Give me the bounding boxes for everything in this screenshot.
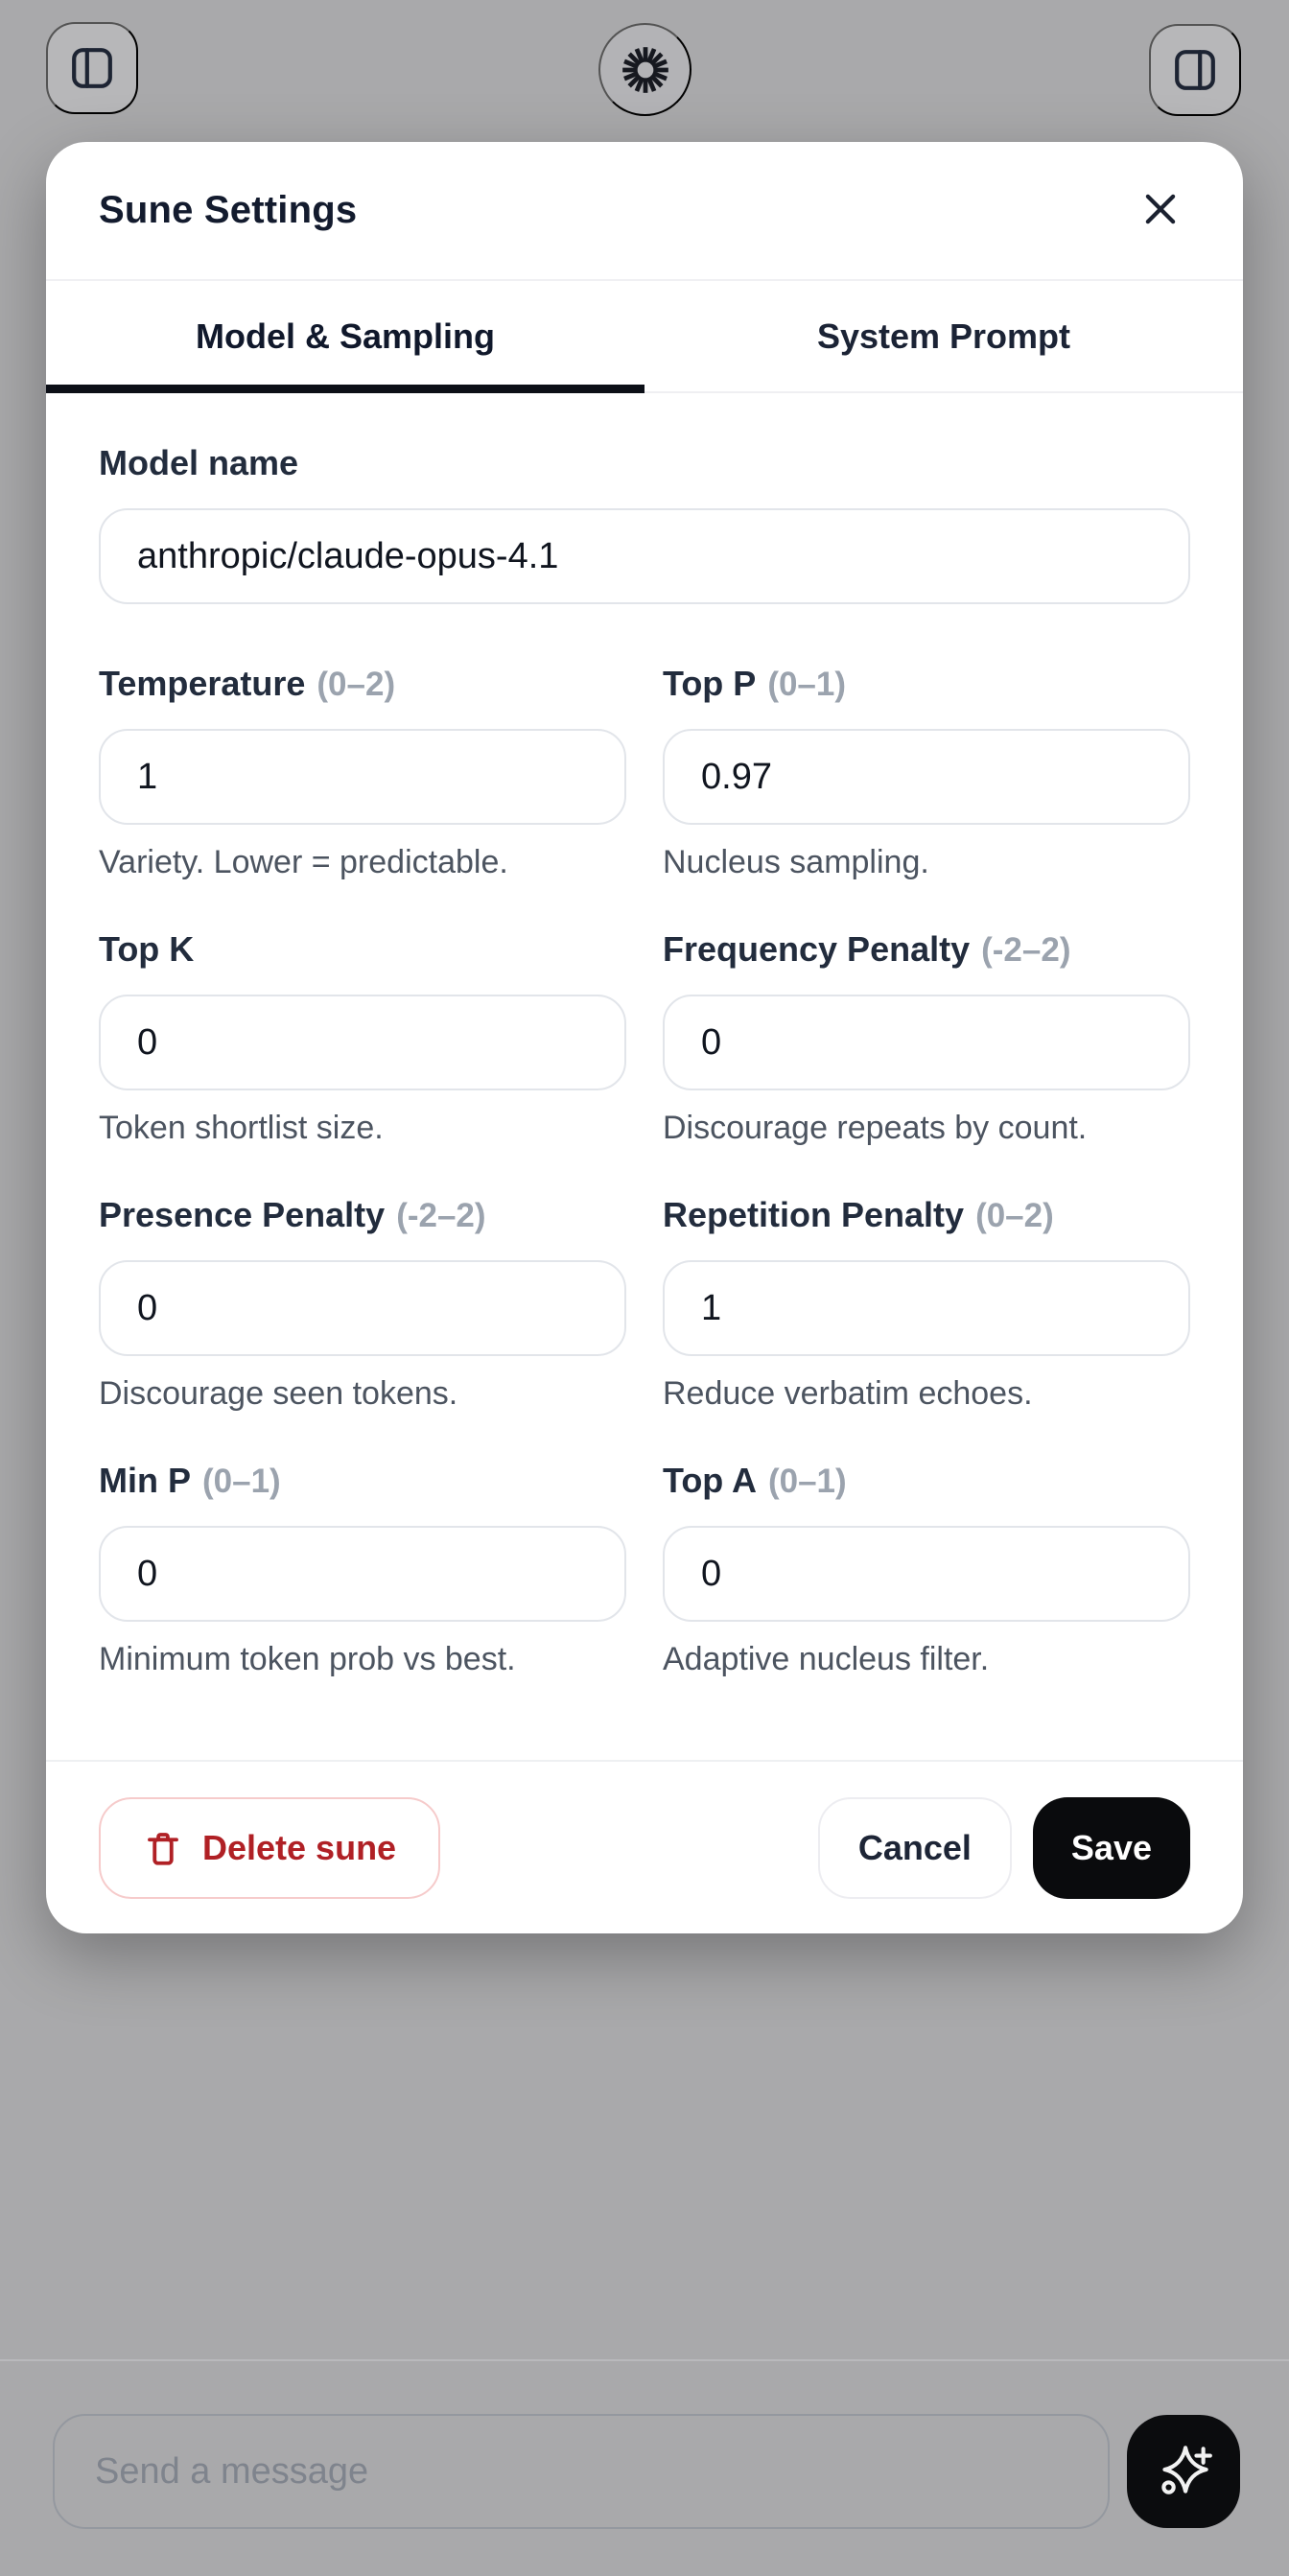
composer-divider [0, 2359, 1289, 2361]
top-p-input[interactable] [663, 729, 1190, 825]
sidebar-left-icon [69, 45, 115, 91]
repetition-penalty-range: (0–2) [975, 1197, 1054, 1234]
top-p-label: Top P [663, 664, 757, 703]
top-a-field: Top A (0–1) Adaptive nucleus filter. [663, 1461, 1190, 1678]
repetition-penalty-input[interactable] [663, 1260, 1190, 1356]
app-avatar-button[interactable] [598, 23, 691, 116]
frequency-penalty-field: Frequency Penalty (-2–2) Discourage repe… [663, 929, 1190, 1147]
presence-penalty-label: Presence Penalty [99, 1195, 386, 1234]
sparkle-plus-icon [1152, 2439, 1215, 2505]
sune-settings-modal: Sune Settings Model & Sampling System Pr… [46, 142, 1243, 1933]
model-name-field: Model name [99, 443, 1190, 604]
top-a-help: Adaptive nucleus filter. [663, 1641, 990, 1677]
model-name-input[interactable] [99, 508, 1190, 604]
presence-penalty-input[interactable] [99, 1260, 626, 1356]
min-p-field: Min P (0–1) Minimum token prob vs best. [99, 1461, 626, 1678]
delete-sune-button[interactable]: Delete sune [99, 1796, 441, 1899]
delete-sune-label: Delete sune [202, 1827, 397, 1867]
toggle-left-sidebar-button[interactable] [46, 22, 138, 114]
temperature-input[interactable] [99, 729, 626, 825]
top-p-help: Nucleus sampling. [663, 844, 929, 880]
trash-icon [143, 1828, 183, 1868]
top-p-range: (0–1) [767, 666, 847, 703]
min-p-label: Min P [99, 1461, 191, 1500]
modal-tabs: Model & Sampling System Prompt [46, 281, 1243, 393]
min-p-help: Minimum token prob vs best. [99, 1641, 516, 1677]
send-message-input[interactable] [53, 2414, 1110, 2529]
footer-actions: Cancel Save [817, 1796, 1190, 1899]
top-k-input[interactable] [99, 995, 626, 1090]
temperature-label: Temperature [99, 664, 306, 703]
close-icon [1140, 189, 1181, 232]
toggle-right-sidebar-button[interactable] [1149, 24, 1241, 116]
save-button[interactable]: Save [1032, 1796, 1190, 1899]
sidebar-right-icon [1172, 47, 1218, 93]
presence-penalty-help: Discourage seen tokens. [99, 1375, 458, 1412]
frequency-penalty-input[interactable] [663, 995, 1190, 1090]
frequency-penalty-help: Discourage repeats by count. [663, 1110, 1088, 1146]
min-p-input[interactable] [99, 1526, 626, 1622]
model-name-label: Model name [99, 443, 299, 482]
close-button[interactable] [1134, 184, 1187, 238]
top-p-field: Top P (0–1) Nucleus sampling. [663, 664, 1190, 881]
temperature-help: Variety. Lower = predictable. [99, 844, 508, 880]
repetition-penalty-label: Repetition Penalty [663, 1195, 965, 1234]
temperature-range: (0–2) [316, 666, 396, 703]
modal-header: Sune Settings [46, 142, 1243, 281]
presence-penalty-field: Presence Penalty (-2–2) Discourage seen … [99, 1195, 626, 1413]
starburst-icon [618, 42, 673, 98]
top-k-field: Top K Token shortlist size. [99, 929, 626, 1147]
repetition-penalty-help: Reduce verbatim echoes. [663, 1375, 1033, 1412]
top-a-label: Top A [663, 1461, 757, 1500]
tab-system-prompt[interactable]: System Prompt [644, 281, 1243, 391]
modal-title: Sune Settings [99, 189, 358, 231]
presence-penalty-range: (-2–2) [396, 1197, 486, 1234]
frequency-penalty-label: Frequency Penalty [663, 929, 971, 969]
top-k-label: Top K [99, 929, 195, 969]
top-k-help: Token shortlist size. [99, 1110, 384, 1146]
min-p-range: (0–1) [202, 1463, 281, 1500]
sampling-params-grid: Temperature (0–2) Variety. Lower = predi… [99, 664, 1190, 1678]
tab-model-and-sampling[interactable]: Model & Sampling [46, 281, 644, 393]
cancel-button[interactable]: Cancel [817, 1796, 1012, 1899]
send-button[interactable] [1127, 2415, 1240, 2528]
modal-body: Model name Temperature (0–2) Variety. Lo… [46, 393, 1243, 1760]
modal-footer: Delete sune Cancel Save [46, 1760, 1243, 1933]
repetition-penalty-field: Repetition Penalty (0–2) Reduce verbatim… [663, 1195, 1190, 1413]
temperature-field: Temperature (0–2) Variety. Lower = predi… [99, 664, 626, 881]
top-a-range: (0–1) [767, 1463, 847, 1500]
frequency-penalty-range: (-2–2) [981, 931, 1071, 969]
top-a-input[interactable] [663, 1526, 1190, 1622]
